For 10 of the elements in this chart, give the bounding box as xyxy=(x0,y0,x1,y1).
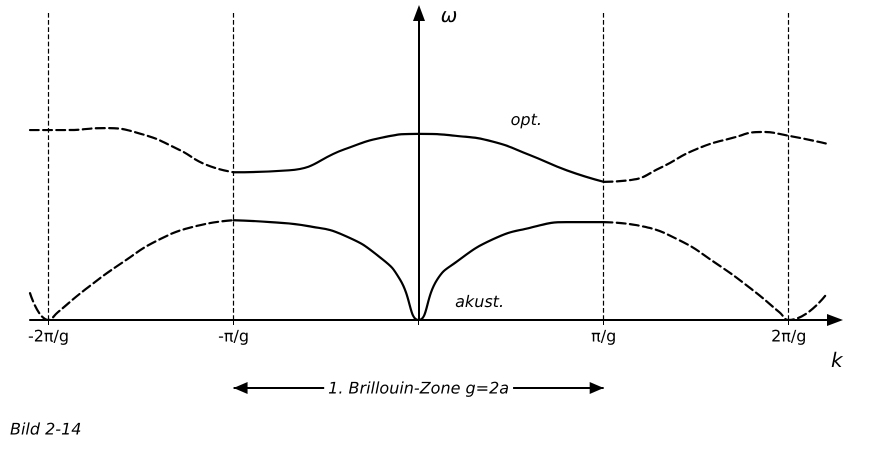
x-tick-label: 2π/g xyxy=(771,326,806,346)
text: Bild 2-14 xyxy=(10,420,82,438)
x-tick-label: π/g xyxy=(591,326,616,346)
x-tick-label: -2π/g xyxy=(28,326,70,346)
text: 1. Brillouin-Zone g=2a xyxy=(328,378,510,398)
y-axis-title: ω xyxy=(440,3,458,27)
series-label: opt. xyxy=(510,110,542,130)
series-label: akust. xyxy=(455,292,504,312)
x-tick-label: -π/g xyxy=(218,326,250,346)
x-axis-title: k xyxy=(831,348,844,372)
